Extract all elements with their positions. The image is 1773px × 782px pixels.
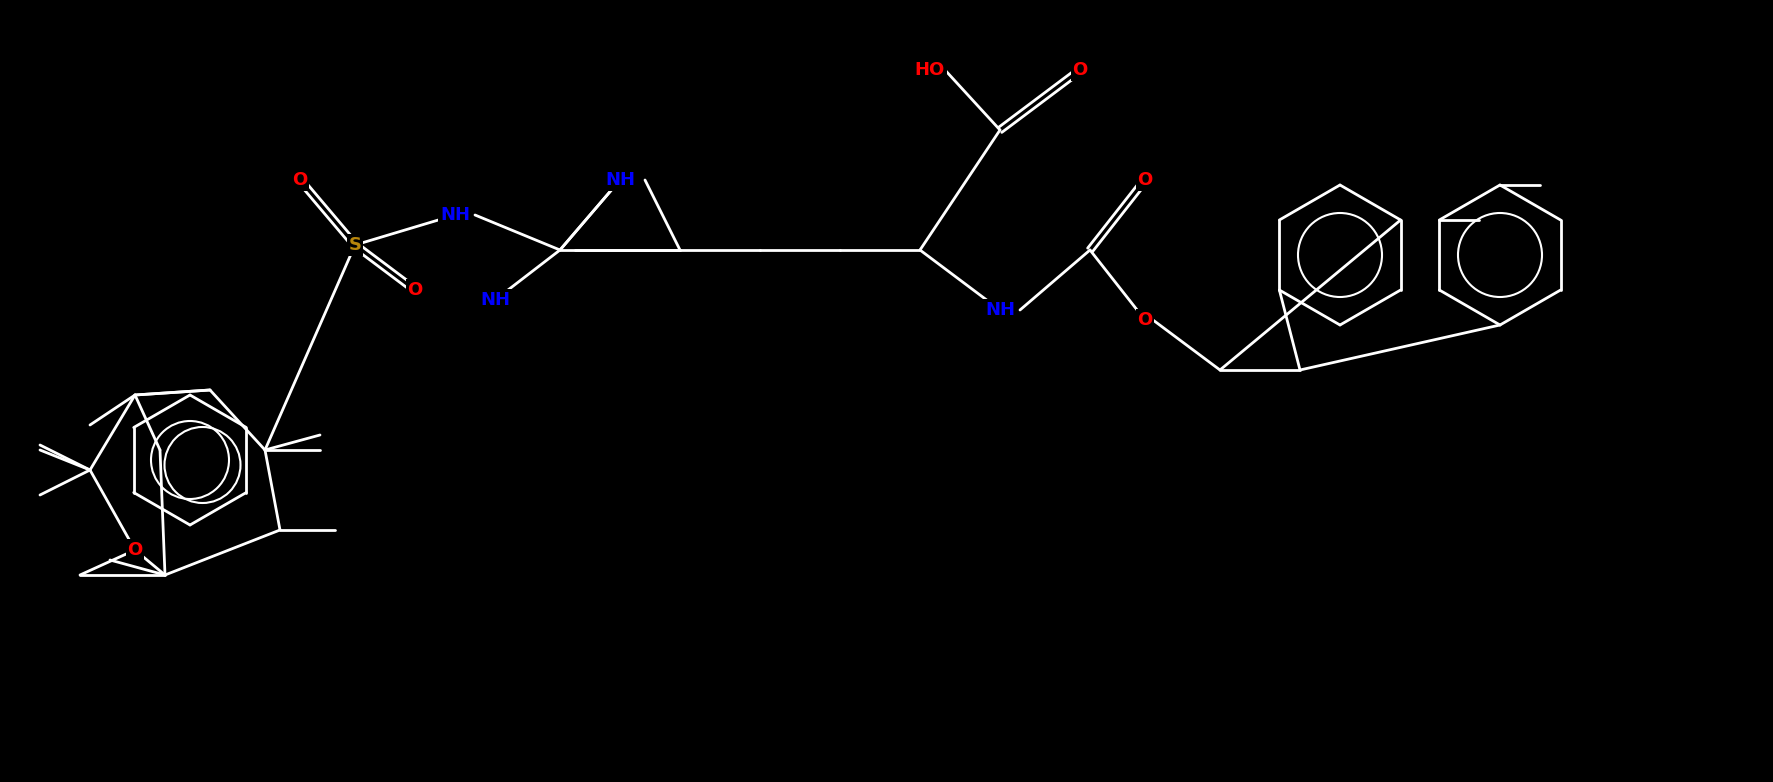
Text: O: O bbox=[408, 281, 422, 299]
Text: O: O bbox=[1136, 171, 1152, 189]
Text: O: O bbox=[1136, 311, 1152, 329]
Text: O: O bbox=[1073, 61, 1087, 79]
Text: NH: NH bbox=[986, 301, 1014, 319]
Text: S: S bbox=[349, 236, 362, 254]
Text: O: O bbox=[128, 541, 142, 559]
Text: HO: HO bbox=[915, 61, 945, 79]
Text: O: O bbox=[293, 171, 309, 189]
Text: NH: NH bbox=[440, 206, 470, 224]
Text: NH: NH bbox=[605, 171, 635, 189]
Text: NH: NH bbox=[480, 291, 511, 309]
